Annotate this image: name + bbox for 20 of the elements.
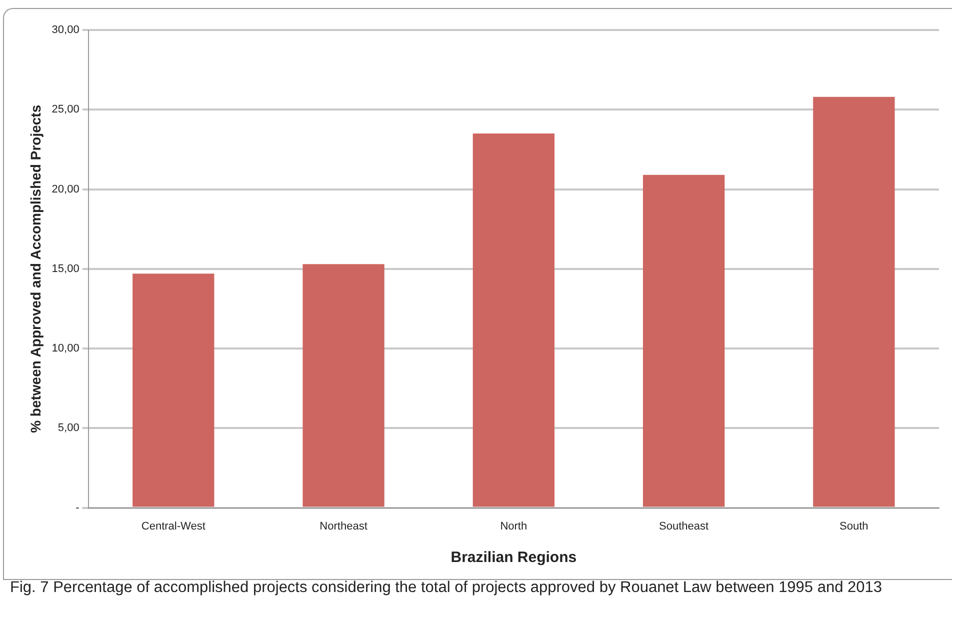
bar bbox=[813, 96, 895, 507]
y-tick-label: 30,00 bbox=[52, 24, 80, 36]
x-tick-label: Southeast bbox=[659, 520, 709, 532]
x-tick-label: Central-West bbox=[141, 520, 206, 532]
bar bbox=[132, 274, 214, 507]
bar bbox=[302, 264, 384, 507]
x-axis-title: Brazilian Regions bbox=[450, 549, 577, 566]
y-tick-label: 5,00 bbox=[58, 422, 80, 434]
y-tick-label: 25,00 bbox=[52, 104, 80, 116]
x-tick-label: Northeast bbox=[320, 520, 368, 532]
x-tick-label: North bbox=[500, 520, 528, 532]
y-tick-label: 15,00 bbox=[52, 262, 80, 275]
y-tick-label: 10,00 bbox=[52, 342, 80, 355]
x-tick-label: South bbox=[840, 520, 868, 532]
bar bbox=[642, 174, 725, 507]
caption: Fig. 7 Percentage of accomplished projects considering the total of projects approved by Rouanet Law between 1995 and 2013 bbox=[10, 578, 884, 598]
y-tick-label: - bbox=[76, 502, 80, 514]
bar bbox=[472, 134, 554, 507]
y-axis-title: % between Approved and Accomplished Projects bbox=[27, 104, 44, 433]
y-tick-label: 20,00 bbox=[52, 183, 80, 196]
